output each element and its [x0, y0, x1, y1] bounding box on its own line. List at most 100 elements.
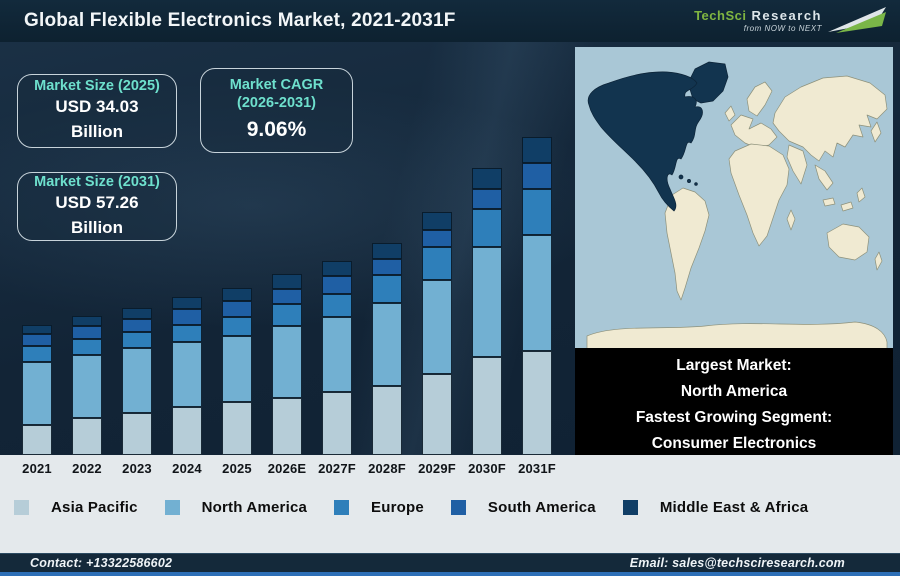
segment-north-america — [72, 355, 102, 418]
segment-europe — [522, 189, 552, 235]
segment-middle-east-africa — [422, 212, 452, 230]
logo-brand-secondary: Research — [751, 7, 822, 23]
stat-label-line2: (2026-2031) — [237, 94, 316, 111]
legend-swatch — [14, 500, 29, 515]
segment-north-america — [272, 326, 302, 398]
continent-south-america — [664, 187, 710, 301]
callout-line: Consumer Electronics — [651, 434, 817, 452]
segment-middle-east-africa — [522, 137, 552, 163]
legend-item-asia-pacific: Asia Pacific — [14, 499, 138, 516]
logo-arrow-icon — [828, 7, 886, 33]
x-axis-label-2030F: 2030F — [468, 461, 506, 476]
footer-email: Email: sales@techsciresearch.com — [629, 556, 845, 570]
x-axis-label-2031F: 2031F — [518, 461, 556, 476]
segment-middle-east-africa — [172, 297, 202, 309]
segment-south-america — [172, 309, 202, 325]
legend-label: Europe — [371, 499, 424, 516]
segment-middle-east-africa — [222, 288, 252, 301]
region-greenland-highlight — [687, 61, 729, 104]
stat-label: Market CAGR — [229, 76, 324, 93]
callout-line: Fastest Growing Segment: — [635, 408, 833, 426]
chart-legend: Asia Pacific North America Europe South Ame… — [14, 499, 808, 516]
segment-europe — [422, 247, 452, 280]
content-area: Market Size (2025) USD 34.03 Billion Mar… — [0, 42, 900, 553]
segment-south-america — [72, 326, 102, 339]
page-title: Global Flexible Electronics Market, 2021… — [24, 10, 456, 31]
segment-asia-pacific — [272, 398, 302, 455]
world-map-panel — [575, 47, 893, 350]
region-north-america-highlight — [587, 71, 703, 212]
legend-label: South America — [487, 499, 596, 516]
stat-value: USD 57.26 — [55, 192, 139, 212]
segment-middle-east-africa — [372, 243, 402, 259]
segment-south-america — [322, 276, 352, 294]
segment-asia-pacific — [172, 407, 202, 455]
legend-label: North America — [201, 499, 308, 516]
segment-middle-east-africa — [72, 316, 102, 326]
island-uk — [724, 105, 736, 122]
legend-item-middle-east-africa: Middle East & Africa — [622, 499, 808, 516]
segment-middle-east-africa — [472, 168, 502, 189]
bar-chart — [0, 42, 573, 455]
continent-europe-scandinavia — [746, 81, 773, 117]
legend-item-south-america: South America — [450, 499, 596, 516]
segment-north-america — [322, 317, 352, 392]
x-axis-label-2024: 2024 — [172, 461, 202, 476]
segment-middle-east-africa — [122, 308, 152, 319]
stat-unit: Billion — [71, 122, 123, 142]
legend-swatch — [164, 500, 180, 515]
segment-south-america — [122, 319, 152, 332]
stat-box-market-size-2031: Market Size (2031) USD 57.26 Billion — [17, 172, 177, 241]
region-southeast-asia — [814, 164, 834, 191]
segment-europe — [222, 317, 252, 336]
segment-north-america — [522, 235, 552, 351]
x-axis-label-2027F: 2027F — [318, 461, 356, 476]
stat-value: USD 34.03 — [55, 97, 139, 117]
x-axis-label-2022: 2022 — [72, 461, 102, 476]
segment-asia-pacific — [72, 418, 102, 455]
largest-market-callout: Largest Market: North America Fastest Gr… — [575, 348, 893, 461]
segment-south-america — [472, 189, 502, 209]
callout-line: Largest Market: — [676, 356, 792, 374]
header-bar: Global Flexible Electronics Market, 2021… — [0, 0, 900, 42]
island-philippines — [856, 187, 866, 203]
island-caribbean-1 — [678, 174, 684, 180]
segment-south-america — [372, 259, 402, 275]
island-japan — [870, 121, 882, 143]
segment-asia-pacific — [522, 351, 552, 455]
legend-label: Asia Pacific — [51, 499, 138, 516]
segment-asia-pacific — [372, 386, 402, 455]
continent-australia — [826, 223, 870, 261]
legend-swatch — [622, 500, 638, 515]
bar-2024 — [172, 297, 202, 455]
bar-2029F — [422, 212, 452, 455]
segment-north-america — [222, 336, 252, 402]
x-axis-label-2026E: 2026E — [267, 461, 307, 476]
segment-south-america — [222, 301, 252, 317]
bar-2025 — [222, 288, 252, 455]
chart-bottom-strip: 2021 2022 2023 2024 2025 2026E 2027F 2028F 2029F… — [0, 455, 900, 553]
continent-europe — [730, 114, 778, 149]
x-axis-label-2021: 2021 — [22, 461, 52, 476]
island-madagascar — [786, 209, 796, 231]
bar-2021 — [22, 325, 52, 455]
segment-south-america — [522, 163, 552, 189]
stat-label: Market Size (2031) — [34, 173, 160, 190]
segment-north-america — [372, 303, 402, 386]
stat-box-market-cagr: Market CAGR (2026-2031) 9.06% — [200, 68, 353, 153]
segment-europe — [472, 209, 502, 247]
logo-brand-primary: TechSci — [694, 7, 747, 23]
footer-bar: Contact: +13322586602 Email: sales@techs… — [0, 553, 900, 576]
segment-europe — [372, 275, 402, 303]
segment-north-america — [472, 247, 502, 357]
bar-2030F — [472, 168, 502, 455]
segment-asia-pacific — [472, 357, 502, 455]
segment-south-america — [22, 334, 52, 346]
stat-label: Market Size (2025) — [34, 78, 160, 95]
segment-asia-pacific — [222, 402, 252, 455]
logo-text: TechSci Research from NOW to NEXT — [694, 9, 822, 33]
segment-south-america — [422, 230, 452, 247]
segment-middle-east-africa — [22, 325, 52, 334]
continent-africa — [728, 143, 790, 247]
segment-north-america — [422, 280, 452, 374]
